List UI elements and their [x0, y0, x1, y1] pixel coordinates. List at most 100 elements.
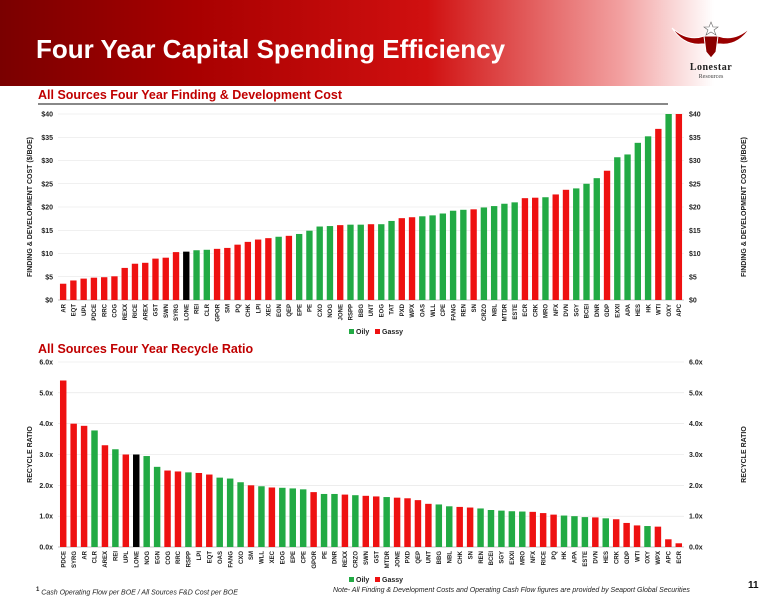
x-tick-label: SGY — [500, 551, 506, 564]
bar-xec — [268, 487, 276, 547]
y-tick-label-left: 1.0x — [39, 514, 53, 521]
x-tick-label: RRC — [176, 550, 182, 564]
logo-name: Lonestar — [689, 62, 733, 73]
bar-gdp — [623, 522, 630, 547]
bar-lpi — [195, 473, 203, 547]
x-tick-label: UPL — [124, 551, 130, 563]
x-tick-label: MRO — [544, 304, 550, 318]
bar-upl — [122, 454, 130, 547]
x-tick-label: SGY — [574, 304, 580, 317]
y-tick-label-left: 4.0x — [39, 421, 53, 428]
x-tick-label: HES — [604, 551, 610, 563]
x-tick-label: REI — [114, 551, 120, 561]
x-tick-label: QEP — [416, 551, 422, 564]
bar-mtdr — [501, 203, 508, 300]
bar-crk — [612, 519, 620, 547]
bar-rexx — [121, 267, 128, 300]
x-tick-label: UNT — [427, 551, 433, 564]
x-tick-label: EPE — [291, 551, 297, 563]
x-tick-label: RSPP — [349, 304, 355, 320]
footnote: 1 Cash Operating Flow per BOE / All Sour… — [36, 587, 238, 596]
bar-lone — [183, 251, 190, 300]
bar-dvn — [592, 517, 599, 547]
bar-bcei — [487, 510, 495, 547]
bar-eog — [279, 487, 286, 547]
x-tick-label: SN — [472, 304, 478, 312]
y-tick-label-right: $5 — [689, 274, 697, 281]
bar-mro — [542, 197, 549, 300]
bar-egn — [275, 236, 282, 300]
x-tick-label: PQ — [552, 551, 558, 560]
bar-gdp — [603, 170, 611, 300]
bar-wti — [655, 128, 662, 300]
footnote-text: Cash Operating Flow per BOE / All Source… — [41, 589, 238, 597]
bar-apa — [571, 516, 578, 547]
x-tick-label: DVN — [594, 551, 600, 564]
x-tick-label: AR — [61, 303, 67, 312]
bar-cxo — [316, 226, 323, 300]
bar-crk — [532, 197, 539, 300]
bar-dnr — [331, 493, 338, 547]
x-tick-label: ESTE — [583, 551, 589, 567]
y-tick-label-right: $15 — [689, 228, 701, 235]
bar-wti — [633, 525, 641, 547]
bar-dnr — [593, 178, 600, 300]
bar-ar — [59, 283, 67, 300]
bar-ecr — [675, 543, 683, 547]
bar-swn — [162, 257, 169, 300]
longhorn-icon — [671, 21, 751, 59]
legend-swatch-oily — [349, 577, 354, 582]
bar-rrc — [174, 471, 182, 547]
y-tick-label-right: 2.0x — [689, 483, 703, 490]
legend-swatch-gassy — [375, 329, 380, 334]
x-tick-label: LONE — [134, 551, 140, 568]
y-tick-label-left: $0 — [45, 298, 53, 305]
y-tick-label-left: $35 — [41, 135, 53, 142]
bar-sm — [224, 247, 231, 300]
x-tick-label: REN — [462, 304, 468, 317]
y-tick-label-left: 2.0x — [39, 483, 53, 490]
x-tick-label: MTDR — [503, 303, 509, 321]
bar-rrc — [100, 277, 108, 300]
x-tick-label: CXO — [239, 551, 245, 564]
x-tick-label: EPE — [297, 304, 303, 316]
bar-arex — [101, 445, 109, 547]
bar-bbg — [435, 504, 443, 547]
bar-apc — [665, 539, 672, 547]
y-tick-label-right: 5.0x — [689, 390, 703, 397]
x-tick-label: MRO — [520, 551, 526, 565]
x-tick-label: UNT — [369, 304, 375, 317]
x-tick-label: FANG — [228, 551, 234, 568]
x-tick-label: CHK — [458, 550, 464, 564]
bar-sgy — [498, 510, 505, 547]
x-tick-label: CRK — [533, 303, 539, 317]
x-tick-label: GPOR — [312, 550, 318, 568]
bar-wll — [258, 486, 265, 547]
x-tick-label: GDP — [605, 304, 611, 317]
x-tick-label: RICE — [133, 304, 139, 318]
y-tick-label-left: $20 — [41, 205, 53, 212]
y-axis-title-left: FINDING & DEVELOPMENT COST ($/BOE) — [27, 137, 34, 277]
bar-nog — [326, 226, 334, 300]
footnote-number: 1 — [36, 587, 40, 593]
x-tick-label: SYRG — [174, 304, 180, 321]
legend-swatch-gassy — [375, 577, 380, 582]
x-tick-label: SM — [249, 551, 255, 560]
x-tick-label: OXY — [667, 304, 673, 317]
y-tick-label-left: $25 — [41, 181, 53, 188]
y-tick-label-right: $40 — [689, 112, 701, 119]
x-tick-label: EQT — [207, 551, 213, 564]
bar-este — [511, 202, 518, 300]
y-tick-label-left: 0.0x — [39, 545, 53, 552]
bar-pe — [320, 493, 328, 547]
y-tick-label-right: $25 — [689, 181, 701, 188]
x-tick-label: EOG — [281, 551, 287, 565]
x-tick-label: GPOR — [215, 303, 221, 321]
bar-sm — [247, 485, 255, 547]
y-tick-label-right: 6.0x — [689, 360, 703, 367]
bar-syrg — [70, 423, 77, 547]
x-tick-label: DNR — [595, 303, 601, 317]
bar-chk — [244, 241, 252, 300]
x-tick-label: DVN — [564, 304, 570, 317]
bar-ecr — [521, 198, 529, 300]
